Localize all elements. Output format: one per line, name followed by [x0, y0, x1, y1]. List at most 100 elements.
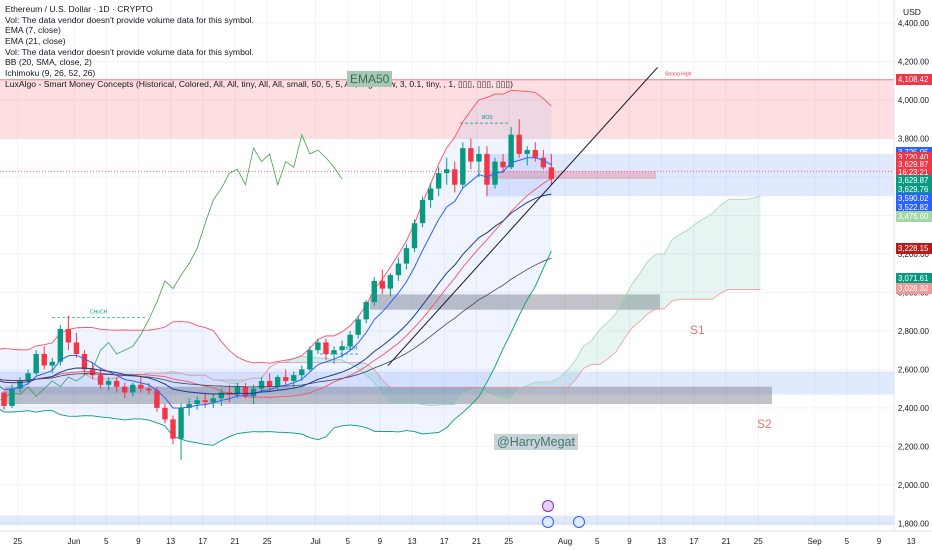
candle-body	[516, 134, 522, 154]
y-tick-label: 2,800.00	[898, 327, 930, 336]
choch-label: CHoCH	[340, 346, 358, 352]
candle-body	[33, 354, 39, 374]
candle-body	[1, 392, 7, 406]
bb-lower-line	[0, 250, 552, 446]
candle-body	[323, 342, 329, 354]
bb-fill	[0, 90, 552, 446]
price-label: 3,476.60	[896, 211, 932, 223]
x-tick-label: 25	[13, 537, 22, 546]
y-tick-label: 3,800.00	[898, 135, 930, 144]
x-tick-label: 5	[595, 537, 600, 546]
x-tick-label: 13	[408, 537, 417, 546]
y-tick-label: 4,400.00	[898, 19, 930, 28]
candle-body	[162, 407, 168, 420]
ichimoku-span-b	[84, 289, 761, 389]
legend-bollinger[interactable]: BB (20, SMA, close, 2)	[5, 57, 92, 68]
candle-body	[218, 392, 225, 399]
x-tick-label: 13	[657, 537, 666, 546]
candle-body	[315, 342, 321, 351]
currency-label[interactable]: USD	[903, 7, 921, 17]
y-tick-label: 2,200.00	[898, 442, 930, 451]
candle-body	[299, 369, 305, 376]
bb-basis-line	[0, 178, 552, 398]
bottom-zone	[0, 515, 894, 526]
candle-body	[17, 380, 23, 389]
legend-ichimoku[interactable]: Ichimoku (9, 26, 52, 26)	[5, 68, 96, 79]
price-label: 3,071.61	[896, 273, 932, 285]
demand-zone	[0, 371, 894, 395]
candle-body	[49, 361, 55, 366]
candle-body	[258, 380, 265, 389]
candle-body	[468, 148, 474, 162]
legend-volume-2[interactable]: Vol: The data vendor doesn't provide vol…	[5, 46, 254, 57]
price-label: 3,028.32	[896, 282, 932, 294]
lightning-event-icon[interactable]	[542, 500, 554, 512]
candle-body	[339, 346, 345, 351]
fvg-zone	[486, 171, 656, 179]
x-tick-label: 17	[440, 537, 449, 546]
candle-body	[105, 380, 112, 385]
support-2-label: S2	[757, 417, 772, 431]
us-flag-event-icon[interactable]	[542, 516, 554, 528]
strong-high-label: Strong High	[665, 71, 692, 77]
x-tick-label: 25	[504, 537, 513, 546]
candle-body	[97, 375, 104, 385]
y-tick-label: 1,800.00	[898, 519, 930, 528]
candle-body	[524, 150, 530, 154]
legend-luxalgo[interactable]: LuxAlgo - Smart Money Concepts (Historic…	[5, 78, 513, 89]
x-tick-label: Sep	[807, 537, 822, 546]
candle-body	[371, 280, 377, 303]
ema-lines	[0, 157, 552, 409]
price-label: 3,629.76	[896, 184, 932, 196]
price-label: 4,108.42	[896, 73, 932, 85]
candle-body	[379, 280, 386, 289]
x-tick-label: 9	[877, 537, 882, 546]
y-tick-label: 3,200.00	[898, 250, 930, 259]
us-flag-event-icon[interactable]	[573, 516, 585, 528]
supply-zone	[0, 79, 894, 139]
candle-body	[444, 169, 450, 174]
candle-body	[9, 388, 15, 406]
candle-body	[363, 302, 369, 320]
legend-volume-1[interactable]: Vol: The data vendor doesn't provide vol…	[5, 14, 254, 25]
x-tick-label: 17	[198, 537, 207, 546]
candle-body	[427, 188, 434, 201]
x-tick-label: 13	[907, 537, 916, 546]
candle-body	[250, 388, 257, 397]
x-tick-label: 9	[378, 537, 383, 546]
candle-body	[25, 373, 31, 381]
price-label: 16:23:21	[896, 166, 932, 178]
legend-ema7[interactable]: EMA (7, close)	[5, 25, 61, 36]
candle-body	[355, 319, 361, 335]
candle-body	[178, 407, 184, 439]
candle-body	[307, 350, 313, 370]
candle-body	[403, 248, 410, 264]
candle-body	[242, 386, 249, 397]
candle-body	[146, 388, 152, 391]
x-tick-label: 17	[689, 537, 698, 546]
candle-body	[41, 354, 47, 366]
candle-body	[411, 223, 418, 249]
support-1-label: S1	[690, 323, 705, 337]
candle-body	[154, 390, 160, 408]
x-tick-label: 21	[722, 537, 731, 546]
x-tick-label: 9	[627, 537, 632, 546]
x-tick-label: 5	[845, 537, 850, 546]
candle-body	[532, 150, 538, 158]
strong-high-line	[0, 79, 894, 81]
ema21-line	[0, 193, 552, 395]
legend-ema21[interactable]: EMA (21, close)	[5, 36, 66, 47]
candle-body	[291, 375, 297, 381]
chart-legend: Ethereum / U.S. Dollar · 1D · CRYPTO Vol…	[5, 4, 513, 90]
candle-body	[419, 200, 426, 224]
candle-body	[331, 350, 337, 354]
candle-body	[508, 134, 514, 168]
candle-body	[387, 275, 394, 289]
candle-body	[234, 386, 241, 395]
legend-title[interactable]: Ethereum / U.S. Dollar · 1D · CRYPTO	[5, 4, 153, 14]
candle-body	[452, 169, 458, 185]
candle-body	[89, 369, 96, 376]
time-axis: 25 Jun 5 9 13 17 21 25 Jul 5 9 13 17 21 25 Aug 5 9 13 17 21 2…	[0, 530, 932, 550]
x-tick-label: 21	[231, 537, 240, 546]
